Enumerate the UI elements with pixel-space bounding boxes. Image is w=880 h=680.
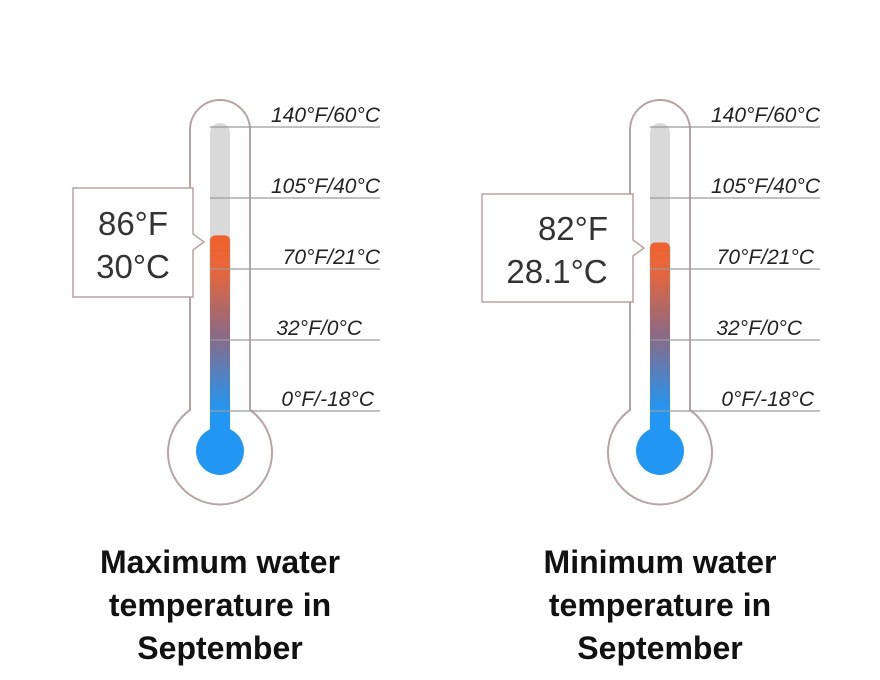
caption-line: September: [577, 630, 742, 666]
caption-line: temperature in: [549, 587, 771, 623]
mercury-fill: [210, 235, 230, 446]
thermometer-max: 140°F/60°C 105°F/40°C 70°F/21°C 32°F/0°C…: [72, 99, 381, 666]
scale-label: 70°F/21°C: [283, 246, 381, 269]
scale-label: 105°F/40°C: [711, 175, 821, 198]
scale-label: 32°F/0°C: [716, 317, 802, 340]
thermometer-min: 140°F/60°C 105°F/40°C 70°F/21°C 32°F/0°C…: [481, 99, 821, 666]
scale-label: 105°F/40°C: [271, 175, 381, 198]
reading-fahrenheit: 86°F: [98, 205, 168, 242]
thermometer-bulb: [636, 427, 684, 475]
caption-line: Maximum water: [100, 544, 340, 580]
scale-label: 0°F/-18°C: [281, 388, 374, 411]
caption-line: September: [137, 630, 302, 666]
reading-celsius: 30°C: [96, 248, 170, 285]
reading-celsius: 28.1°C: [506, 253, 607, 290]
scale-label: 140°F/60°C: [271, 104, 381, 127]
reading-callout: [72, 187, 206, 298]
scale-label: 32°F/0°C: [276, 317, 362, 340]
caption-line: temperature in: [109, 587, 331, 623]
scale-label: 70°F/21°C: [717, 246, 815, 269]
reading-callout: [481, 193, 646, 303]
thermometer-bulb: [196, 427, 244, 475]
reading-fahrenheit: 82°F: [538, 210, 608, 247]
caption-line: Minimum water: [544, 544, 777, 580]
mercury-fill: [650, 242, 670, 446]
scale-label: 0°F/-18°C: [721, 388, 814, 411]
scale-label: 140°F/60°C: [711, 104, 821, 127]
